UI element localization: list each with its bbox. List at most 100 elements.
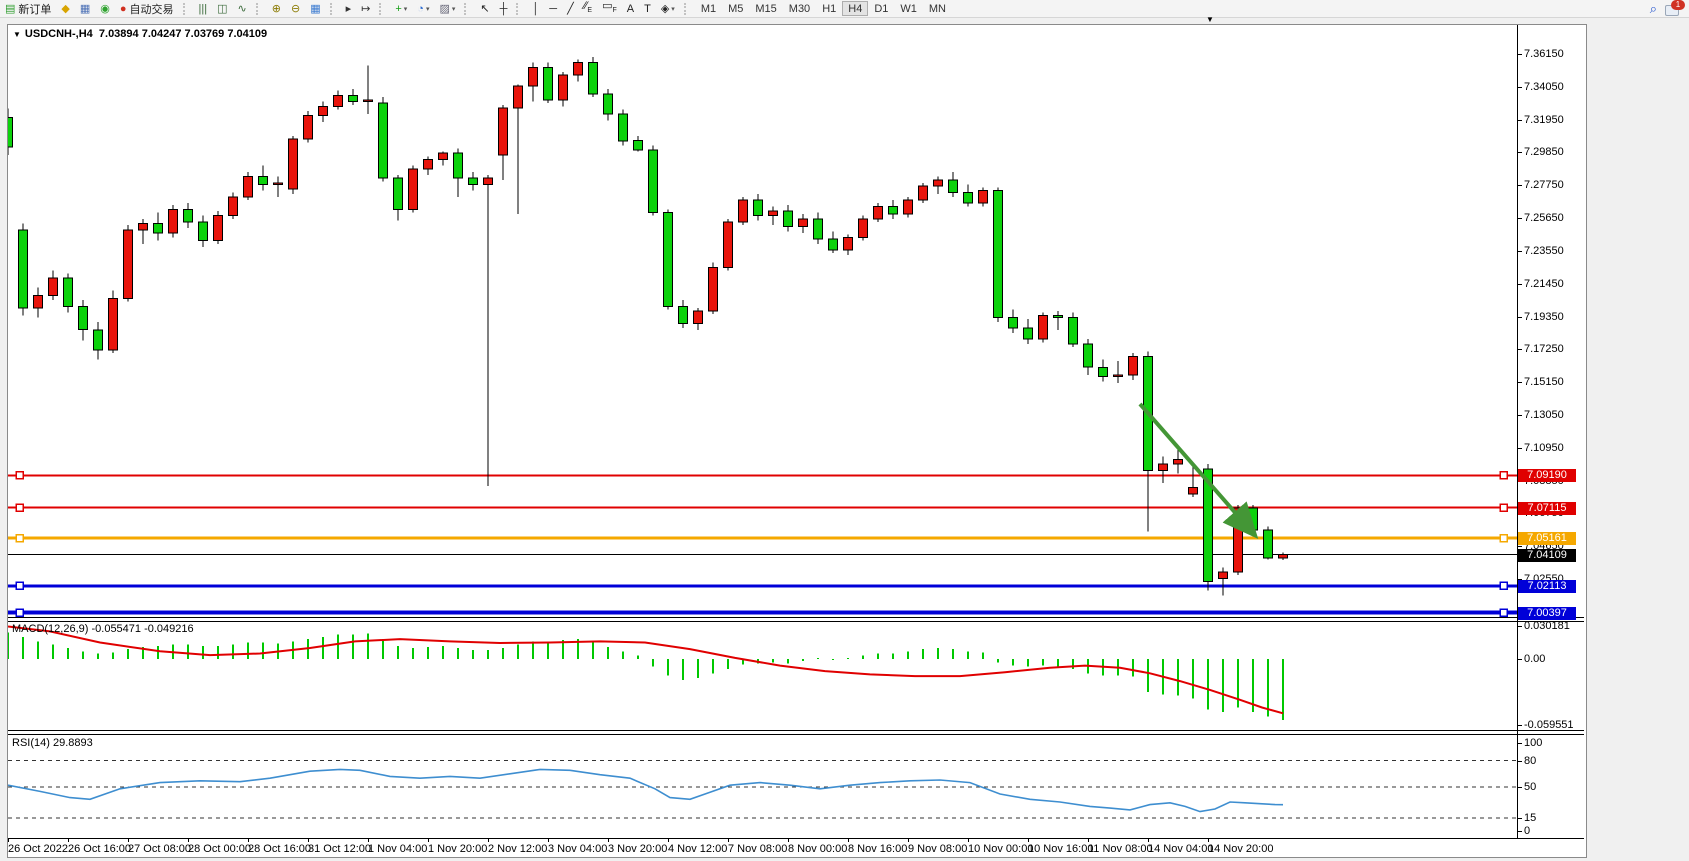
- macd-histogram-bar: [697, 659, 699, 678]
- candle-body: [648, 149, 658, 214]
- text-button[interactable]: A: [623, 1, 638, 16]
- panel-separator[interactable]: [8, 734, 1584, 735]
- hline-handle[interactable]: [1499, 503, 1508, 512]
- hline-handle[interactable]: [15, 471, 24, 480]
- price-tick-label: 7.23550: [1524, 245, 1564, 257]
- hline-handle[interactable]: [15, 608, 24, 617]
- chevron-down-icon[interactable]: ▾: [671, 5, 675, 13]
- line-chart-button[interactable]: ∿: [234, 1, 251, 16]
- macd-histogram-bar: [652, 659, 654, 667]
- auto-scroll-icon: ▸: [345, 2, 352, 15]
- date-tick: [728, 838, 729, 842]
- chevron-down-icon[interactable]: ▾: [403, 5, 408, 13]
- candle-body: [918, 185, 928, 201]
- macd-histogram-bar: [907, 651, 909, 659]
- hline-handle[interactable]: [15, 581, 24, 591]
- candle-body: [768, 210, 778, 217]
- macd-histogram-bar: [862, 655, 864, 659]
- new-order-button-label: 新订单: [18, 3, 52, 16]
- candle-chart-button[interactable]: ◫: [213, 1, 231, 16]
- timeframe-m1[interactable]: M1: [700, 2, 717, 15]
- date-label: 26 Oct 16:00: [68, 843, 131, 855]
- macd-histogram-bar: [232, 644, 234, 659]
- hline-handle[interactable]: [1499, 581, 1508, 591]
- price-tick-label: 7.15150: [1524, 376, 1564, 388]
- trend-arrow[interactable]: [1138, 402, 1259, 540]
- autotrade-button[interactable]: ● 自动交易: [116, 1, 178, 16]
- macd-histogram-bar: [442, 645, 444, 659]
- chart-shift-marker[interactable]: ▼: [1206, 15, 1214, 24]
- candle-body: [828, 238, 838, 251]
- panel-separator[interactable]: [8, 730, 1584, 731]
- hline-handle[interactable]: [1499, 533, 1508, 543]
- shapes-button[interactable]: ◈ ▾: [657, 1, 679, 16]
- trendline-button[interactable]: ╱: [563, 1, 578, 16]
- candle-body: [693, 310, 703, 324]
- chevron-down-icon[interactable]: ▾: [451, 5, 456, 13]
- chart-shift-button[interactable]: ↦: [357, 1, 374, 16]
- macd-histogram-bar: [412, 648, 414, 659]
- styles-button[interactable]: ◆: [57, 1, 73, 16]
- hline-handle[interactable]: [1499, 608, 1508, 617]
- timeframe-h4[interactable]: H4: [842, 1, 869, 16]
- tile-windows-button[interactable]: ▦: [306, 1, 324, 16]
- timeframe-h1[interactable]: H1: [822, 2, 837, 15]
- vline-button[interactable]: │: [528, 1, 543, 16]
- cursor-button[interactable]: ↖: [476, 1, 493, 16]
- macd-histogram-bar: [352, 634, 354, 659]
- bar-chart-button[interactable]: |||: [195, 1, 212, 16]
- line-chart-icon: ∿: [237, 2, 247, 15]
- notifications-button[interactable]: 1: [1665, 0, 1685, 16]
- notification-badge: 1: [1671, 0, 1685, 10]
- profiles-button[interactable]: ▦: [76, 1, 94, 16]
- crosshair-button[interactable]: ┼: [496, 1, 512, 16]
- auto-scroll-button[interactable]: ▸: [342, 1, 356, 16]
- zoom-in-button[interactable]: ⊕: [268, 1, 285, 16]
- candle-body: [258, 176, 268, 185]
- search-icon[interactable]: ⌕: [1649, 0, 1657, 16]
- hline-handle[interactable]: [15, 503, 24, 512]
- templates-button[interactable]: ▨ ▾: [435, 1, 459, 16]
- macd-histogram-bar: [127, 649, 129, 659]
- candle-body: [8, 116, 13, 148]
- rsi-scale-label: 50: [1524, 781, 1537, 793]
- candlestick-icon: ◫: [217, 2, 228, 15]
- candle-body: [888, 205, 898, 215]
- indicators-button[interactable]: + ▾: [391, 1, 411, 16]
- signals-button[interactable]: ◉: [96, 1, 114, 16]
- timeframe-d1[interactable]: D1: [874, 2, 889, 15]
- text-icon: A: [626, 2, 635, 15]
- candle-body: [108, 298, 118, 351]
- date-tick: [188, 838, 189, 842]
- date-label: 2 Nov 12:00: [488, 843, 548, 855]
- fibonacci-button[interactable]: ▭F: [598, 0, 621, 16]
- hline-button[interactable]: ─: [545, 1, 561, 16]
- timeframe-m5[interactable]: M5: [728, 2, 744, 15]
- hline-handle[interactable]: [15, 533, 24, 543]
- price-badge-7.04109: 7.04109: [1518, 549, 1576, 562]
- macd-histogram-bar: [262, 642, 264, 659]
- candle-body: [903, 199, 913, 215]
- label-button[interactable]: T: [640, 1, 655, 16]
- toolbar-gripper: [516, 2, 524, 15]
- panel-separator[interactable]: [8, 617, 1584, 618]
- macd-label: MACD(12,26,9) -0.055471 -0.049216: [12, 623, 194, 635]
- toolbar-gripper: [329, 2, 338, 15]
- macd-histogram-bar: [1237, 659, 1239, 708]
- chevron-down-icon[interactable]: ▾: [425, 5, 430, 13]
- timeframe-m15[interactable]: M15: [755, 2, 777, 15]
- price-tick-label: 7.10950: [1524, 442, 1564, 454]
- zoom-out-button[interactable]: ⊖: [287, 1, 304, 16]
- autotrade-icon: ●: [119, 2, 127, 15]
- symbol-dropdown-icon[interactable]: ▼: [13, 30, 21, 39]
- channel-button[interactable]: ∕∕E: [580, 0, 596, 16]
- timeframe-w1[interactable]: W1: [900, 2, 917, 15]
- macd-panel: [8, 622, 1517, 730]
- hline-handle[interactable]: [1499, 471, 1508, 480]
- panel-separator[interactable]: [8, 621, 1584, 622]
- timeframe-mn[interactable]: MN: [928, 2, 946, 15]
- timeframe-m30[interactable]: M30: [788, 2, 811, 15]
- new-order-button[interactable]: ▤ 新订单: [1, 1, 55, 16]
- axis-tick: [1517, 382, 1522, 383]
- periods-button[interactable]: ◔ ▾: [413, 1, 433, 16]
